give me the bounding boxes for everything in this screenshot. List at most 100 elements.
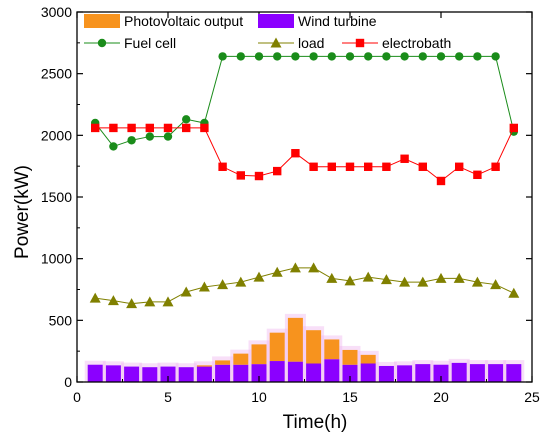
point-fuel-cell [418,52,427,61]
point-electrobath [218,162,227,171]
point-fuel-cell [254,52,264,61]
bar-layer [84,313,525,382]
point-load [490,279,502,290]
point-load [362,271,374,282]
bar-wind-turbine [488,364,504,382]
x-tick-label: 25 [524,389,540,405]
point-electrobath [400,154,409,163]
x-tick-label: 20 [433,389,449,405]
axes: 0 5 10 15 20 25 0 500 1000 1500 2000 2500 3000 [41,4,540,405]
point-electrobath [327,162,336,171]
point-fuel-cell [218,52,227,61]
y-tick-label: 0 [64,374,72,390]
bar-photovoltaic-output [342,349,358,365]
point-load [198,281,210,292]
y-tick-label: 1500 [41,189,72,205]
bar-wind-turbine [124,366,140,382]
point-load [308,262,320,273]
bar-wind-turbine [506,364,522,382]
point-fuel-cell [400,52,409,61]
x-tick-label: 5 [164,389,172,405]
point-electrobath [382,162,391,171]
point-electrobath [509,123,518,133]
point-load [380,274,392,285]
bar-photovoltaic-output [233,353,249,365]
point-electrobath [491,162,500,171]
point-load [180,286,192,297]
y-tick-label: 1000 [41,251,72,267]
point-fuel-cell [345,52,355,61]
y-tick-label: 3000 [41,4,72,20]
bar-photovoltaic-output [287,317,303,362]
point-fuel-cell [182,115,191,124]
bar-photovoltaic-output [306,330,322,364]
point-load [126,298,138,309]
point-electrobath [91,123,100,133]
x-tick-label: 0 [73,389,81,405]
bar-wind-turbine [324,359,340,382]
bar-wind-turbine [142,367,158,382]
point-electrobath [127,123,136,133]
legend-label: Wind turbine [298,13,377,29]
plot-background [77,12,532,382]
point-fuel-cell [145,132,154,141]
legend-marker-electrobath [355,38,365,48]
point-electrobath [291,149,300,158]
point-load [435,272,447,283]
plot-area [77,12,532,382]
point-electrobath [254,171,264,181]
bar-photovoltaic-output [215,360,231,365]
bar-wind-turbine [215,364,231,382]
point-electrobath [345,162,355,171]
bar-wind-turbine [469,364,485,382]
legend-label: electrobath [382,35,451,51]
bar-wind-turbine [87,364,103,382]
bar-wind-turbine [397,365,413,382]
bar-wind-turbine [160,366,176,382]
bar-wind-turbine [360,363,376,382]
point-electrobath [145,123,154,133]
point-load [235,276,247,287]
point-fuel-cell [236,52,245,61]
point-load [471,276,483,287]
point-fuel-cell [382,52,391,61]
point-electrobath [418,162,427,171]
point-load [399,276,411,287]
bar-wind-turbine [105,365,121,382]
legend-marker-load [270,37,282,48]
bar-wind-turbine [251,364,267,382]
bar-photovoltaic-output [360,354,376,364]
bar-photovoltaic-output [324,339,340,360]
point-load [144,296,156,307]
x-tick-label: 10 [251,389,267,405]
bar-wind-turbine [178,367,194,382]
point-fuel-cell [309,52,318,61]
legend-swatch-photovoltaic-output [84,14,120,28]
legend-label: Fuel cell [124,35,176,51]
bar-photovoltaic-output [196,365,212,367]
y-axis-label: Power(kW) [12,165,33,259]
bar-wind-turbine [287,361,303,382]
bar-wind-turbine [378,365,394,382]
legend: Photovoltaic output Wind turbine Fuel cell… [84,13,451,51]
bar-wind-turbine [306,363,322,382]
point-load [453,272,465,283]
point-electrobath [473,170,482,179]
point-load [326,272,338,283]
point-load [89,292,101,303]
x-tick-label: 15 [342,389,358,405]
series-line-load [95,267,515,305]
point-fuel-cell [127,136,136,145]
bar-wind-turbine [433,364,449,382]
y-tick-label: 500 [49,312,73,328]
point-load [217,279,229,290]
point-electrobath [455,162,464,171]
point-fuel-cell [109,142,118,151]
bar-wind-turbine [415,364,431,382]
bar-wind-turbine [451,362,467,382]
point-load [253,271,265,282]
point-load [107,295,119,306]
point-load [271,266,283,277]
bar-photovoltaic-output [269,332,285,362]
